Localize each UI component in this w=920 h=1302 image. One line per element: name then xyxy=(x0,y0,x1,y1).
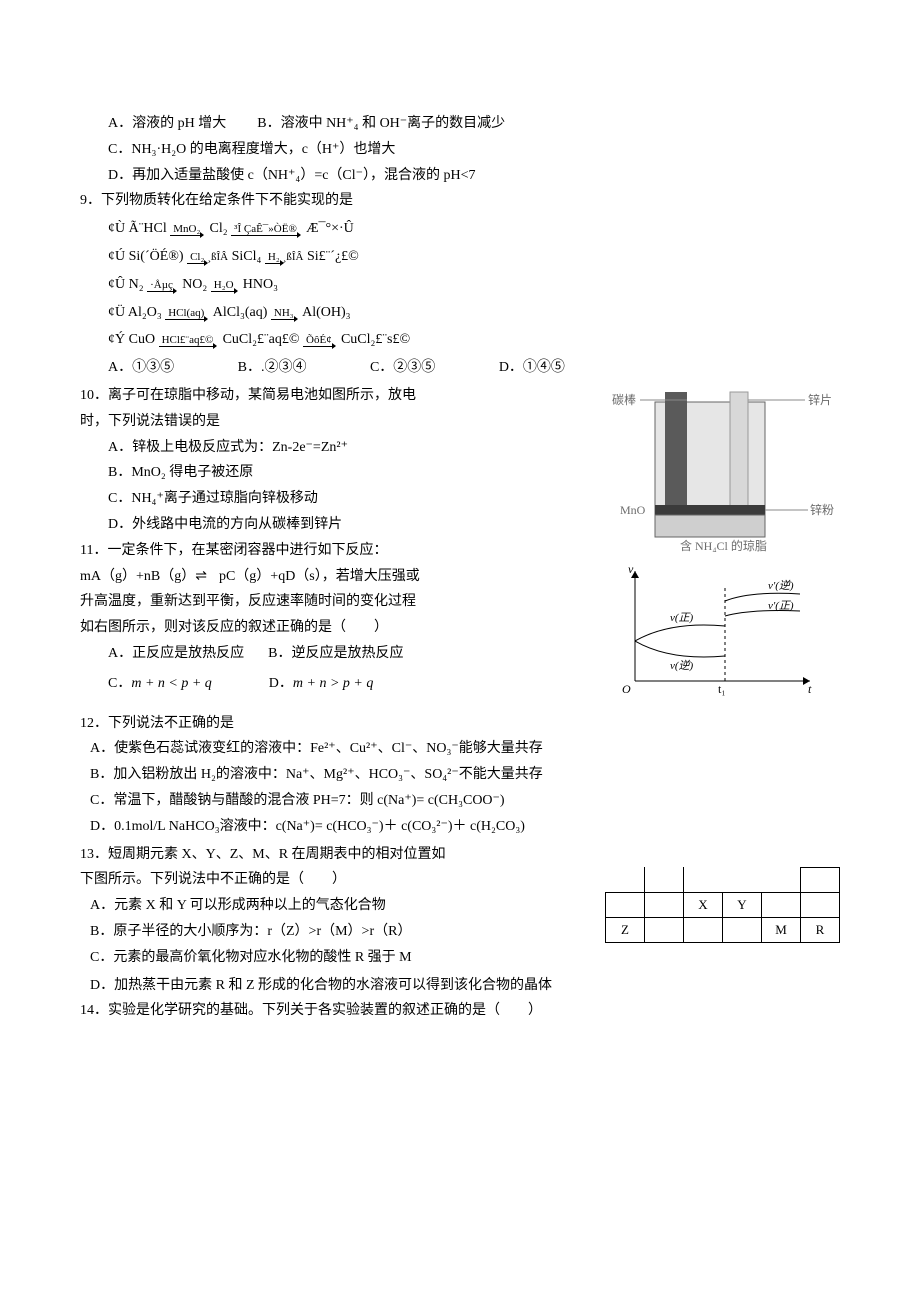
svg-text:锌片: 锌片 xyxy=(808,393,832,407)
q9-rxn-2: ¢Ú Si(´ÖÉ®) Cl₂¸ßÎÂ SiCl₄ H₂¸ßÎÂ Si£¨´¿£… xyxy=(108,245,840,269)
q12-stem: 12．下列说法不正确的是 xyxy=(80,712,840,736)
q9-opt-a: A．①③⑤ xyxy=(108,356,174,380)
q13-opt-c: C．元素的最高价氧化物对应水化物的酸性 R 强于 M xyxy=(80,946,585,970)
q9-opt-d: D．①④⑤ xyxy=(499,356,565,380)
svg-text:锌粉: 锌粉 xyxy=(810,503,834,517)
q9-rxn-4: ¢Ü Al₂O₃ HCl(aq) AlCl₃(aq) NH₃ Al(OH)₃ xyxy=(108,301,840,325)
svg-text:t: t xyxy=(808,682,812,696)
q10-stem-1: 10．离子可在琼脂中移动，某简易电池如图所示，放电 xyxy=(80,384,610,408)
q9-rxn-1: ¢Ù Ã¨HCl MnO₂ Cl₂ ³Î ÇaÊ¯»ÒË® Æ¯°×·Û xyxy=(108,217,840,241)
q12-opt-c: C．常温下，醋酸钠与醋酸的混合液 PH=7：则 c(Na⁺)= c(CH₃COO… xyxy=(80,789,840,813)
svg-text:碳棒: 碳棒 xyxy=(612,393,636,407)
q8-opt-b: B．溶液中 NH⁺₄ 和 OH⁻离子的数目减少 xyxy=(257,116,505,131)
q9-opt-b: B．.②③④ xyxy=(238,356,307,380)
svg-text:MnO: MnO xyxy=(620,503,646,517)
q13-stem-2: 下图所示。下列说法中不正确的是（ ） xyxy=(80,868,585,892)
svg-text:t₁: t₁ xyxy=(718,682,726,696)
q10-opt-a: A．锌极上电极反应式为：Zn-2e⁻=Zn²⁺ xyxy=(80,436,610,460)
rate-time-graph: v t t₁ v(正) v(逆) v'(逆) v'(正) O xyxy=(610,561,820,701)
svg-text:v'(逆): v'(逆) xyxy=(768,579,794,592)
q13-opt-a: A．元素 X 和 Y 可以形成两种以上的气态化合物 xyxy=(80,894,585,918)
q8-opt-c: C．NH₃·H₂O 的电离程度增大，c（H⁺）也增大 xyxy=(80,138,840,162)
q9-rxn-3: ¢Û N₂ ·Åµç NO₂ H₂O HNO₃ xyxy=(108,273,840,297)
q10-opt-d: D．外线路中电流的方向从碳棒到锌片 xyxy=(80,513,610,537)
q8-opt-d: D．再加入适量盐酸使 c（NH⁺₄）=c（Cl⁻），混合液的 pH<7 xyxy=(80,164,840,188)
q11-stem-1: 11．一定条件下，在某密闭容器中进行如下反应： xyxy=(80,539,610,563)
q10-stem-2: 时，下列说法错误的是 xyxy=(80,410,610,434)
q11-stem-4: 升高温度，重新达到平衡，反应速率随时间的变化过程 xyxy=(80,590,610,614)
svg-text:O: O xyxy=(622,682,631,696)
q9-options: A．①③⑤ B．.②③④ C．②③⑤ D．①④⑤ xyxy=(108,356,840,380)
q13-stem-1: 13．短周期元素 X、Y、Z、M、R 在周期表中的相对位置如 xyxy=(80,843,585,867)
q13-opt-d: D．加热蒸干由元素 R 和 Z 形成的化合物的水溶液可以得到该化合物的晶体 xyxy=(80,974,840,998)
svg-text:含 NH₄Cl 的琼脂: 含 NH₄Cl 的琼脂 xyxy=(680,538,767,552)
svg-text:v(逆): v(逆) xyxy=(670,659,694,672)
periodic-table-fragment: X Y Z M R xyxy=(605,867,840,943)
q10-opt-c: C．NH₄⁺离子通过琼脂向锌极移动 xyxy=(80,487,610,511)
q12-opt-b: B．加入铝粉放出 H₂的溶液中：Na⁺、Mg²⁺、HCO₃⁻、SO₄²⁻不能大量… xyxy=(80,763,840,787)
svg-text:v: v xyxy=(628,562,634,576)
q13-opt-b: B．原子半径的大小顺序为：r（Z）>r（M）>r（R） xyxy=(80,920,585,944)
q12-opt-a: A．使紫色石蕊试液变红的溶液中：Fe²⁺、Cu²⁺、Cl⁻、NO₃⁻能够大量共存 xyxy=(80,737,840,761)
q11-opts-ab: A．正反应是放热反应B．逆反应是放热反应 xyxy=(80,642,610,666)
q9-rxn-5: ¢Ý CuO HCl£¨aq£© CuCl₂£¨aq£© ÕôÉ¢ CuCl₂£… xyxy=(108,328,840,352)
q9-stem: 9．下列物质转化在给定条件下不能实现的是 xyxy=(80,189,840,213)
svg-text:v'(正): v'(正) xyxy=(768,600,794,612)
q8-opt-a: A．溶液的 pH 增大 xyxy=(108,116,226,131)
battery-cell-figure: 碳棒 锌片 锌粉 MnO 含 NH₄Cl 的琼脂 xyxy=(610,382,840,552)
q9-opt-c: C．②③⑤ xyxy=(370,356,435,380)
q10-opt-b: B．MnO₂ 得电子被还原 xyxy=(80,461,610,485)
svg-text:v(正): v(正) xyxy=(670,612,694,624)
q14-stem: 14．实验是化学研究的基础。下列关于各实验装置的叙述正确的是（ ） xyxy=(80,999,840,1023)
q11-stem-row: mA（g）+nB（g）⇌ pC（g）+qD（s），若增大压强或 xyxy=(80,565,610,589)
q12-opt-d: D．0.1mol/L NaHCO₃溶液中：c(Na⁺)= c(HCO₃⁻)＋ c… xyxy=(80,815,840,839)
q11-stem-5: 如右图所示，则对该反应的叙述正确的是（ ） xyxy=(80,616,610,640)
q11-opts-cd: C．m + n < p + q D．m + n > p + q xyxy=(80,672,610,696)
